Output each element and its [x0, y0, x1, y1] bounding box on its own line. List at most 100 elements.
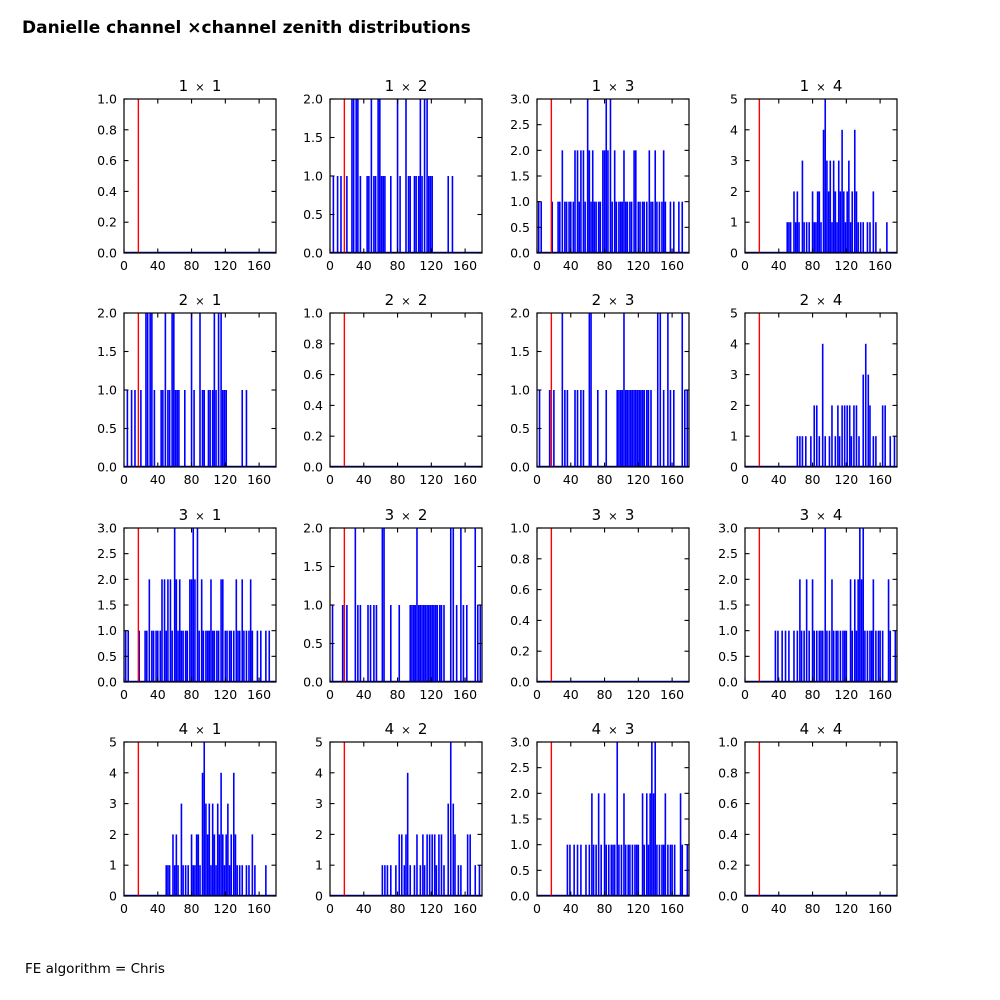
y-tick-label: 3.0	[510, 735, 530, 750]
x-tick-label: 160	[247, 687, 271, 702]
tick-marks	[123, 741, 276, 897]
x-tick-label: 40	[771, 258, 787, 273]
y-tick-label: 3	[315, 796, 323, 811]
tick-marks	[329, 312, 482, 468]
tick-labels: 0 40 80 120 160 0.0 0.5 1.0 1.5 2.0 2.5 3.0	[97, 521, 271, 703]
x-tick-label: 120	[626, 901, 650, 916]
x-tick-label: 40	[563, 901, 579, 916]
x-tick-label: 80	[805, 687, 821, 702]
y-tick-label: 1.0	[718, 623, 738, 638]
subplot-4x2: 0 40 80 120 160 0 1 2 3 4 5 4 × 2	[315, 720, 483, 916]
subplot-title: 3 × 3	[592, 506, 635, 524]
tick-labels: 0 40 80 120 160 0 1 2 3 4 5	[730, 92, 892, 274]
y-tick-label: 0.8	[718, 765, 738, 780]
x-tick-label: 0	[120, 687, 128, 702]
y-tick-label: 2.0	[303, 521, 323, 536]
y-tick-label: 2.5	[718, 546, 738, 561]
axes-frame	[123, 741, 277, 897]
x-tick-label: 160	[453, 472, 477, 487]
y-tick-label: 2.5	[510, 117, 530, 132]
axes-frame	[744, 741, 898, 897]
subplot-3x1: 0 40 80 120 160 0.0 0.5 1.0 1.5 2.0 2.5 3.0 3 × 1	[97, 506, 277, 703]
y-tick-label: 0.6	[97, 153, 117, 168]
y-tick-label: 1.0	[303, 598, 323, 613]
y-tick-label: 1.5	[718, 598, 738, 613]
subplot-title: 2 × 2	[385, 291, 428, 309]
x-tick-label: 40	[150, 472, 166, 487]
y-tick-label: 0.5	[303, 207, 323, 222]
y-tick-label: 2.0	[510, 143, 530, 158]
tick-marks	[123, 312, 276, 468]
x-tick-label: 40	[356, 472, 372, 487]
plot-area	[124, 99, 276, 253]
y-tick-label: 0.4	[718, 827, 738, 842]
y-tick-label: 0.5	[303, 636, 323, 651]
y-tick-label: 4	[315, 765, 323, 780]
y-tick-label: 1.0	[510, 837, 530, 852]
x-tick-label: 120	[213, 472, 237, 487]
data-spikes	[124, 528, 271, 682]
y-tick-label: 1.0	[303, 306, 323, 321]
x-tick-label: 0	[326, 901, 334, 916]
y-tick-label: 0.5	[97, 421, 117, 436]
y-tick-label: 1.5	[510, 812, 530, 827]
subplot-4x3: 0 40 80 120 160 0.0 0.5 1.0 1.5 2.0 2.5 3.0 4 × 3	[510, 720, 690, 916]
y-tick-label: 0.4	[97, 184, 117, 199]
y-tick-label: 2.0	[97, 306, 117, 321]
axes-frame	[536, 527, 690, 683]
x-tick-label: 0	[741, 901, 749, 916]
y-tick-label: 0.0	[718, 675, 738, 690]
y-tick-label: 0.8	[303, 336, 323, 351]
x-tick-label: 120	[419, 687, 443, 702]
y-tick-label: 5	[730, 306, 738, 321]
x-tick-label: 120	[626, 472, 650, 487]
y-tick-label: 0.6	[303, 367, 323, 382]
data-spikes	[332, 99, 454, 253]
x-tick-label: 40	[771, 687, 787, 702]
x-tick-label: 40	[563, 687, 579, 702]
x-tick-label: 40	[771, 472, 787, 487]
x-tick-label: 0	[120, 258, 128, 273]
x-tick-label: 80	[805, 901, 821, 916]
y-tick-label: 3	[730, 153, 738, 168]
subplot-title: 1 × 3	[592, 77, 635, 95]
y-tick-label: 1.0	[510, 194, 530, 209]
subplot-title: 4 × 1	[179, 720, 222, 738]
y-tick-label: 1.0	[97, 92, 117, 107]
x-tick-label: 120	[213, 687, 237, 702]
y-tick-label: 2	[730, 398, 738, 413]
x-tick-label: 160	[453, 901, 477, 916]
y-tick-label: 1	[109, 858, 117, 873]
y-tick-label: 0.8	[97, 122, 117, 137]
tick-marks	[329, 527, 482, 683]
plot-area	[745, 313, 897, 467]
x-tick-label: 40	[356, 258, 372, 273]
x-tick-label: 0	[741, 472, 749, 487]
tick-labels: 0 40 80 120 160 0.0 0.2 0.4 0.6 0.8 1.0	[718, 735, 892, 917]
x-tick-label: 120	[419, 901, 443, 916]
subplot-3x4: 0 40 80 120 160 0.0 0.5 1.0 1.5 2.0 2.5 3.0 3 × 4	[718, 506, 898, 702]
tick-labels: 0 40 80 120 160 0.0 0.5 1.0 1.5 2.0	[303, 521, 477, 703]
tick-labels: 0 40 80 120 160 0.0 0.5 1.0 1.5 2.0	[97, 306, 271, 488]
y-tick-label: 5	[315, 735, 323, 750]
data-spikes	[331, 528, 482, 682]
y-tick-label: 0.5	[718, 649, 738, 664]
subplot-1x2: 0 40 80 120 160 0.0 0.5 1.0 1.5 2.0 1 × 2	[303, 77, 483, 273]
x-tick-label: 0	[120, 901, 128, 916]
x-tick-label: 80	[805, 472, 821, 487]
y-tick-label: 0.0	[510, 889, 530, 904]
plot-area	[330, 528, 482, 682]
y-tick-label: 0.2	[510, 644, 530, 659]
axes-frame	[744, 312, 898, 468]
data-spikes	[165, 742, 267, 896]
y-tick-label: 0.5	[97, 649, 117, 664]
x-tick-label: 0	[533, 901, 541, 916]
subplot-title: 1 × 1	[179, 77, 222, 95]
tick-labels: 0 40 80 120 160 0.0 0.5 1.0 1.5 2.0 2.5 3.0	[510, 92, 684, 274]
tick-marks	[744, 98, 897, 254]
figure-footer-annotation: FE algorithm = Chris	[25, 961, 165, 977]
tick-marks	[536, 98, 689, 254]
x-tick-label: 40	[771, 901, 787, 916]
y-tick-label: 2.0	[303, 92, 323, 107]
